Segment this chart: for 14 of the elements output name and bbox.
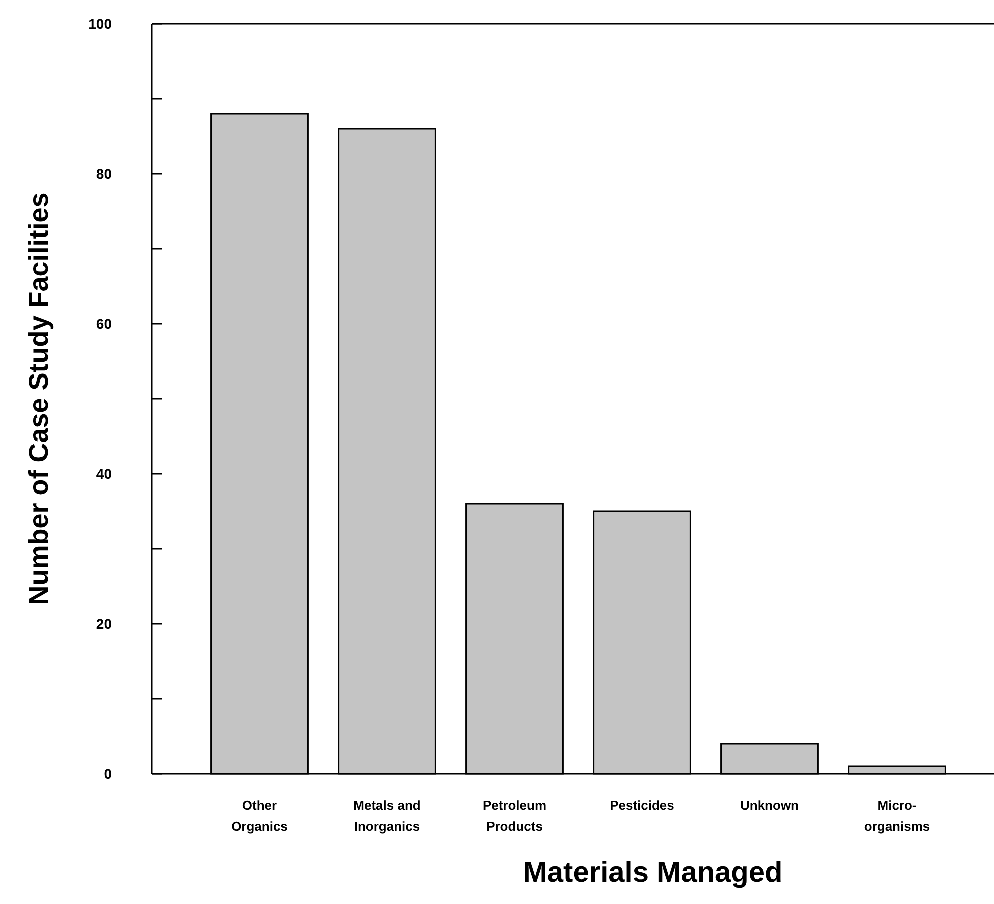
y-tick-label: 0	[104, 766, 112, 782]
x-tick-label: Pesticides	[610, 798, 674, 813]
y-tick-label: 40	[96, 466, 112, 482]
x-axis-title: Materials Managed	[523, 857, 783, 889]
x-tick-label: Petroleum Products	[482, 798, 547, 834]
x-tick-label: Other Organics	[232, 798, 288, 834]
y-tick-label: 60	[96, 316, 112, 332]
y-tick-label: 20	[96, 616, 112, 632]
y-tick-label: 80	[96, 166, 112, 182]
y-axis-title: Number of Case Study Facilities	[24, 192, 54, 606]
x-tick-label: Micro- organisms	[864, 798, 930, 834]
x-tick-label: Metals and Inorganics	[354, 798, 421, 834]
y-tick-label: 100	[88, 16, 112, 32]
x-tick-label: Unknown	[740, 798, 800, 813]
